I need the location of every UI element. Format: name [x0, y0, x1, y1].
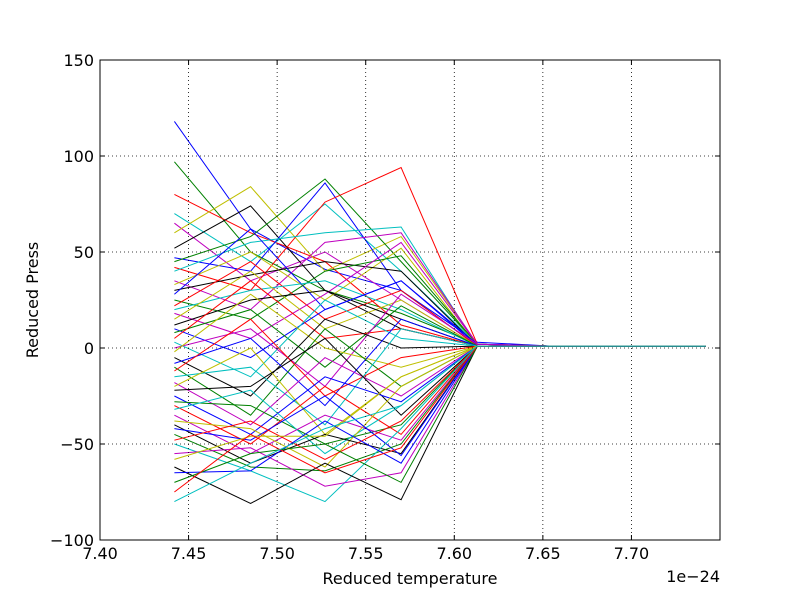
y-tick-label-1: −50 [60, 435, 94, 454]
y-tick-label-0: −100 [50, 531, 94, 550]
x-tick-label-0: 7.40 [82, 544, 118, 563]
grid-layer [100, 60, 720, 540]
y-tick-label-4: 100 [63, 147, 94, 166]
x-tick-label-4: 7.60 [436, 544, 472, 563]
x-tick-label-2: 7.50 [259, 544, 295, 563]
plot-frame [99, 59, 721, 541]
x-tick-label-1: 7.45 [171, 544, 207, 563]
ticks-layer: 7.40 7.45 7.50 7.55 7.60 7.65 7.70 −100 −50 0 50 10… [50, 51, 720, 563]
x-axis-offset-text: 1e−24 [666, 567, 720, 586]
y-tick-label-2: 0 [84, 339, 94, 358]
x-tick-label-6: 7.70 [614, 544, 650, 563]
y-tick-label-3: 50 [74, 243, 94, 262]
x-axis-label: Reduced temperature [323, 569, 498, 588]
x-tick-label-3: 7.55 [348, 544, 384, 563]
series-line-52 [174, 345, 706, 503]
y-axis-label: Reduced Press [23, 242, 42, 359]
series-layer [173, 121, 706, 505]
y-tick-label-5: 150 [63, 51, 94, 70]
x-tick-label-5: 7.65 [525, 544, 561, 563]
